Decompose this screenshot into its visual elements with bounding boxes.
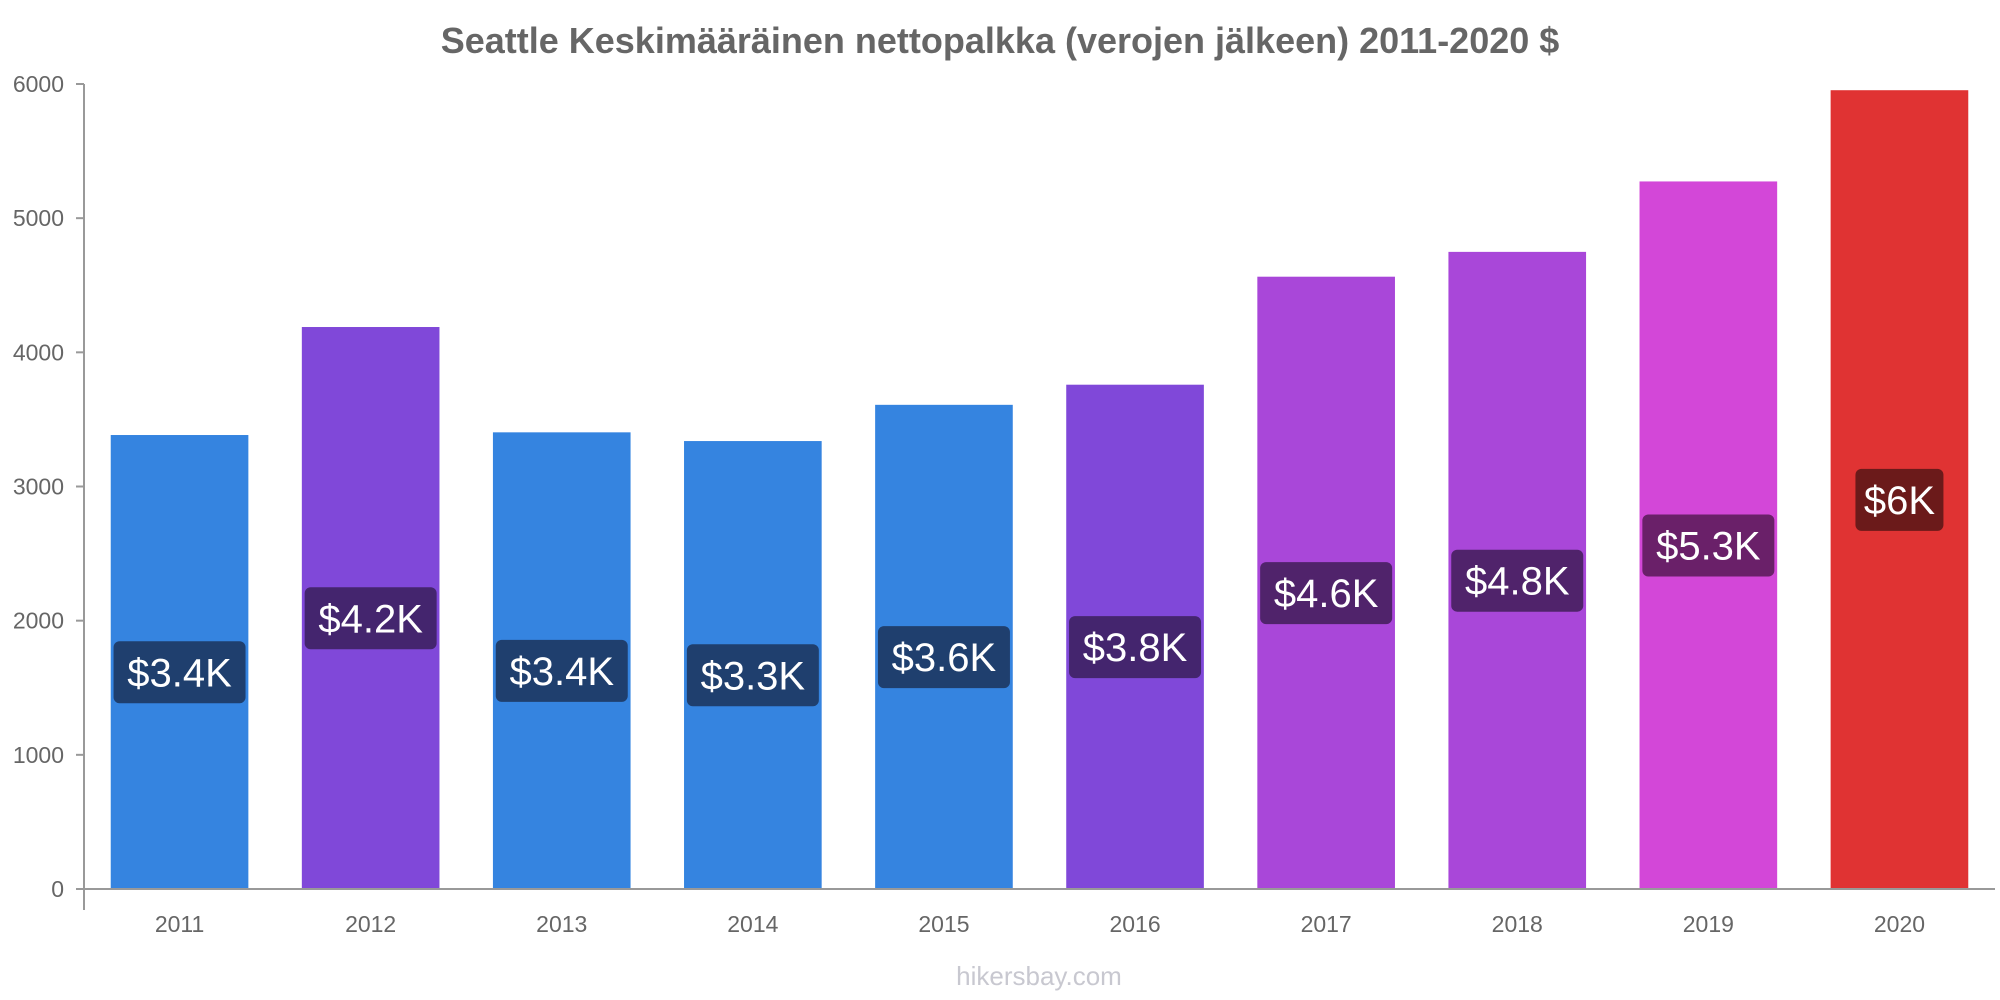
y-axis: 0 1000 2000 3000 4000 5000 6000 [13, 71, 85, 910]
x-axis: 2011 2012 2013 2014 2015 2016 2017 2018 2019 2020 [84, 888, 1995, 937]
y-tick-label: 1000 [13, 742, 64, 768]
value-label-box [1260, 562, 1393, 625]
value-label-2011: $3.4K [113, 641, 246, 704]
bar-labels: $3.4K $4.2K $3.4K $3.3K $3.6K $3.8K $4.6K $4.8K… [113, 468, 1944, 707]
value-label-box [1069, 616, 1202, 679]
x-tick-label: 2015 [918, 911, 969, 937]
y-tick-label: 2000 [13, 608, 64, 634]
value-label-2014: $3.3K [686, 644, 819, 707]
value-label-2013: $3.4K [495, 639, 628, 702]
x-tick-label: 2012 [345, 911, 396, 937]
value-label-2018: $4.8K [1451, 549, 1584, 612]
value-label-box [113, 641, 246, 704]
x-tick-label: 2016 [1109, 911, 1160, 937]
x-tick-label: 2018 [1492, 911, 1543, 937]
value-label-box [1451, 549, 1584, 612]
value-label-box [1855, 468, 1944, 531]
value-label-2012: $4.2K [304, 587, 437, 650]
x-tick-label: 2014 [727, 911, 778, 937]
value-label-box [1642, 514, 1775, 577]
y-tick-label: 4000 [13, 339, 64, 365]
y-tick-label: 6000 [13, 71, 64, 97]
value-label-text: $3.8K [1083, 626, 1188, 670]
value-label-2019: $5.3K [1642, 514, 1775, 577]
value-label-2020: $6K [1855, 468, 1944, 531]
value-label-text: $4.2K [318, 597, 423, 641]
value-label-box [877, 626, 1010, 689]
watermark: hikersbay.com [956, 961, 1122, 991]
value-label-box [686, 644, 819, 707]
value-label-text: $3.4K [127, 651, 232, 695]
bars [110, 90, 1969, 890]
y-tick-label: 5000 [13, 205, 64, 231]
value-label-text: $4.6K [1274, 572, 1379, 616]
value-label-text: $3.3K [701, 654, 806, 698]
value-label-text: $6K [1864, 479, 1935, 523]
value-label-2016: $3.8K [1069, 616, 1202, 679]
value-label-2015: $3.6K [877, 626, 1010, 689]
value-label-text: $5.3K [1656, 524, 1761, 568]
y-tick-label: 0 [51, 876, 64, 902]
value-label-text: $4.8K [1465, 560, 1570, 604]
y-tick-label: 3000 [13, 474, 64, 500]
value-label-text: $3.6K [892, 636, 997, 680]
value-label-text: $3.4K [509, 650, 614, 694]
chart-title: Seattle Keskimääräinen nettopalkka (vero… [441, 20, 1560, 61]
value-label-2017: $4.6K [1260, 562, 1393, 625]
value-label-box [304, 587, 437, 650]
x-tick-label: 2017 [1301, 911, 1352, 937]
x-tick-label: 2013 [536, 911, 587, 937]
x-tick-label: 2011 [155, 911, 204, 937]
x-tick-label: 2019 [1683, 911, 1734, 937]
value-label-box [495, 639, 628, 702]
x-tick-label: 2020 [1874, 911, 1925, 937]
